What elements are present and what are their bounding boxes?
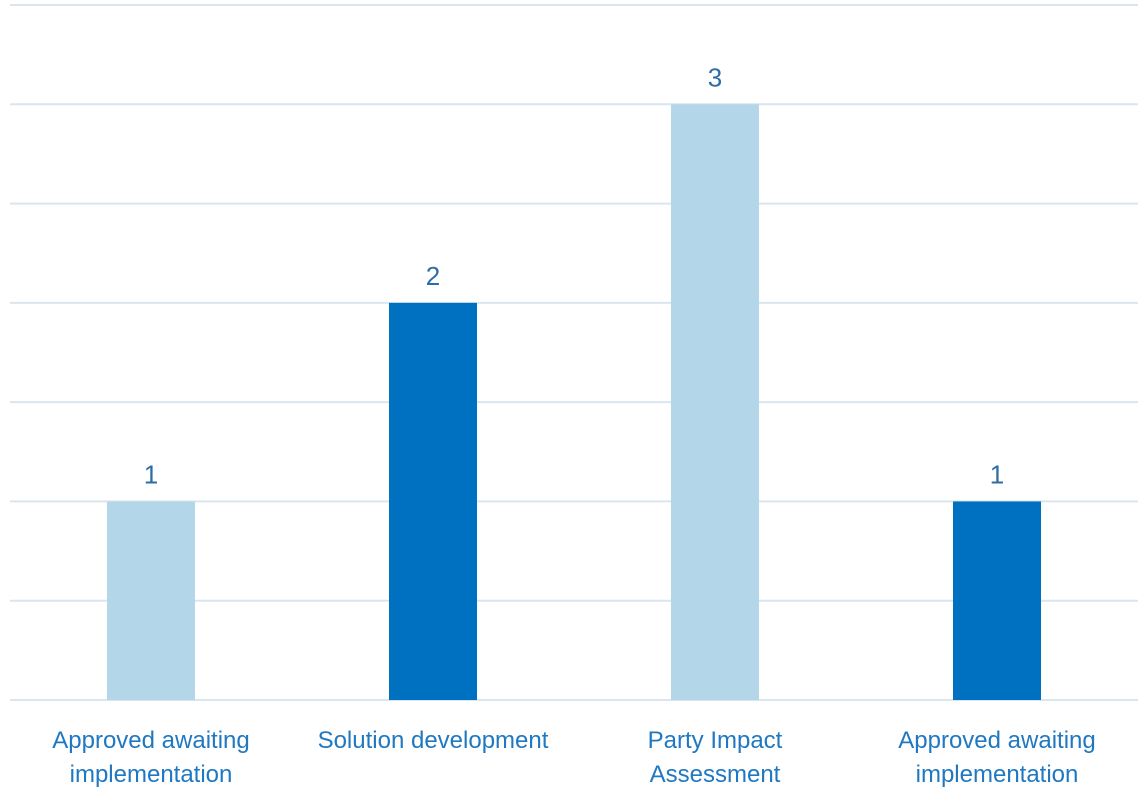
category-label-line: Approved awaiting: [898, 727, 1095, 754]
category-label-1: Approved awaiting implementation: [52, 727, 249, 787]
data-label-2: 2: [426, 261, 440, 291]
gridlines: [10, 4, 1138, 701]
category-label-line: Approved awaiting: [52, 727, 249, 754]
category-label-line: implementation: [70, 761, 233, 787]
category-label-line: Party Impact: [648, 727, 783, 754]
category-label-3: Party Impact Assessment: [648, 727, 783, 787]
bar-1: [107, 501, 195, 700]
bar-2: [389, 302, 477, 700]
category-labels: Approved awaiting implementation Solution …: [52, 727, 1095, 787]
bars: [107, 104, 1041, 701]
data-label-3: 3: [708, 62, 722, 92]
category-label-2: Solution development: [318, 727, 549, 754]
category-label-line: Solution development: [318, 727, 549, 754]
bar-3: [671, 104, 759, 701]
category-label-line: Assessment: [650, 761, 781, 787]
data-label-4: 1: [990, 459, 1004, 489]
category-label-line: implementation: [916, 761, 1079, 787]
data-labels: 1 2 3 1: [144, 62, 1004, 489]
category-label-4: Approved awaiting implementation: [898, 727, 1095, 787]
data-label-1: 1: [144, 459, 158, 489]
bar-4: [953, 501, 1041, 700]
